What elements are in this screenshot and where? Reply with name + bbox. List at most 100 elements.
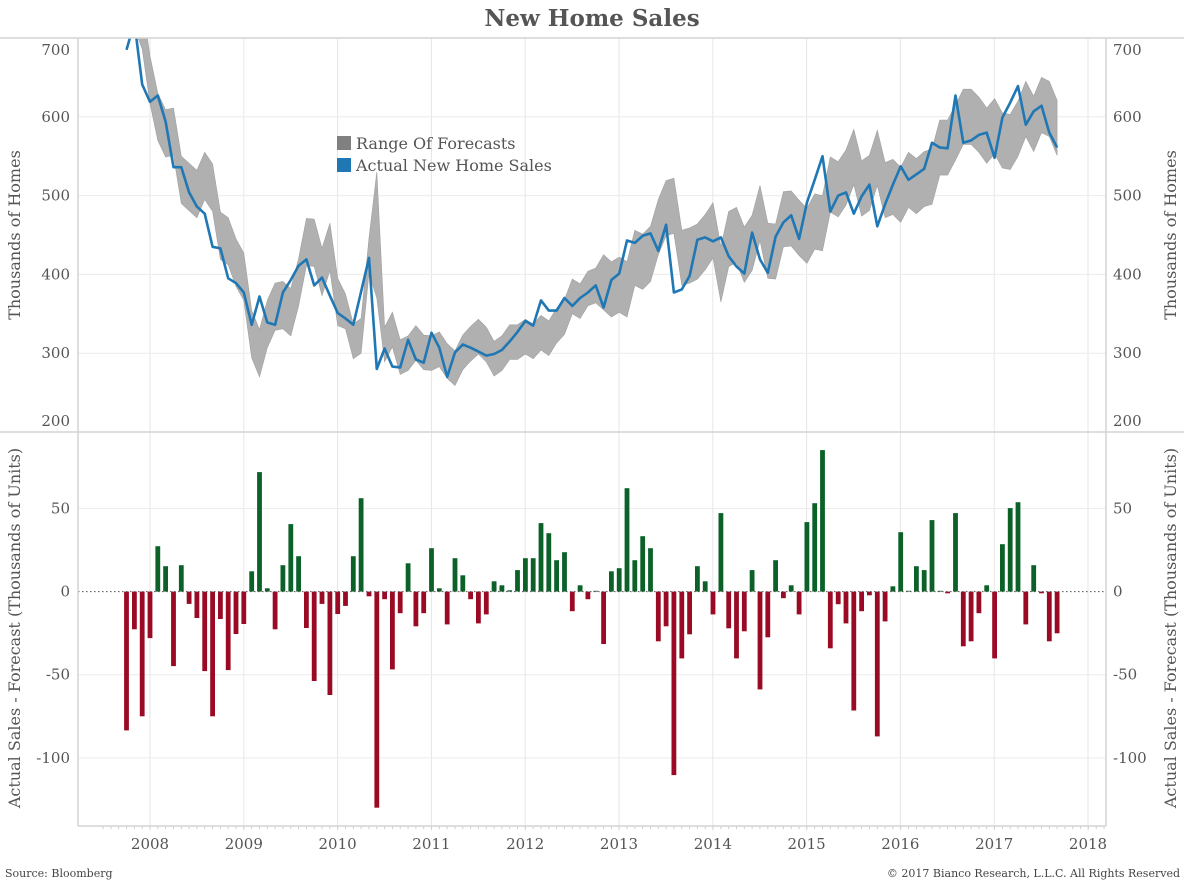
top-left-y-tick: 700 — [41, 41, 70, 59]
negative-surprise-bar — [327, 591, 333, 695]
negative-surprise-bar — [663, 591, 669, 627]
negative-surprise-bar — [202, 591, 208, 672]
x-tick-label: 2017 — [975, 835, 1013, 853]
positive-surprise-bar — [429, 548, 434, 592]
negative-surprise-bar — [687, 591, 692, 635]
top-right-y-tick: 700 — [1113, 41, 1142, 59]
positive-surprise-bar — [773, 560, 778, 592]
negative-surprise-bar — [734, 591, 739, 659]
positive-surprise-bar — [718, 513, 724, 592]
negative-surprise-bar — [241, 591, 247, 624]
legend: Range Of Forecasts Actual New Home Sales — [337, 134, 552, 175]
x-tick-label: 2009 — [225, 835, 263, 853]
forecast-range-layer — [137, 38, 1058, 386]
negative-surprise-bar — [585, 591, 591, 600]
positive-surprise-bar — [460, 575, 466, 592]
negative-surprise-bar — [366, 591, 372, 597]
positive-surprise-bar — [523, 558, 528, 592]
x-tick-label: 2018 — [1069, 835, 1107, 853]
bottom-right-y-tick: -100 — [1113, 749, 1147, 767]
negative-surprise-bar — [1039, 591, 1044, 594]
positive-surprise-bar — [452, 558, 458, 592]
negative-surprise-bar — [171, 591, 176, 667]
x-tick-label: 2013 — [600, 835, 638, 853]
negative-surprise-bar — [476, 591, 481, 624]
top-right-y-tick: 600 — [1113, 108, 1142, 126]
positive-surprise-bar — [616, 568, 622, 592]
bottom-right-y-tick: -50 — [1113, 666, 1137, 684]
positive-surprise-bar — [163, 566, 168, 592]
top-right-y-tick: 500 — [1113, 187, 1142, 205]
negative-surprise-bar — [186, 591, 192, 604]
plot-frame — [0, 37, 1184, 827]
positive-surprise-bar — [515, 570, 520, 592]
positive-surprise-bar — [264, 588, 270, 592]
negative-surprise-bar — [343, 591, 348, 606]
top-left-y-tick: 400 — [41, 265, 70, 283]
negative-surprise-bar — [483, 591, 489, 615]
negative-surprise-bar — [444, 591, 450, 625]
positive-surprise-bar — [257, 472, 262, 592]
negative-surprise-bar — [335, 591, 341, 614]
copyright-note: © 2017 Bianco Research, L.L.C. All Right… — [887, 867, 1180, 880]
positive-surprise-bar — [953, 513, 958, 592]
negative-surprise-bar — [867, 591, 872, 596]
negative-surprise-bar — [382, 591, 387, 600]
legend-label-range: Range Of Forecasts — [356, 134, 516, 153]
x-tick-label: 2012 — [506, 835, 544, 853]
top-left-axis-title: Thousands of Homes — [5, 150, 24, 320]
negative-surprise-bar — [390, 591, 395, 670]
bottom-left-y-tick: -100 — [36, 749, 70, 767]
negative-surprise-bar — [233, 591, 239, 634]
top-left-y-tick: 600 — [41, 108, 70, 126]
bottom-left-y-tick: 50 — [51, 499, 70, 517]
tick-labels: 2008 2009 2010 2011 2012 2013 2014 2015 2016 2017… — [36, 41, 1146, 853]
x-tick-label: 2010 — [319, 835, 357, 853]
negative-surprise-bar — [374, 591, 380, 808]
positive-surprise-bar — [937, 590, 943, 592]
negative-surprise-bar — [124, 591, 129, 731]
positive-surprise-bar — [288, 524, 294, 592]
negative-surprise-bar — [827, 591, 833, 649]
negative-surprise-bar — [397, 591, 403, 614]
source-note: Source: Bloomberg — [5, 867, 113, 880]
negative-surprise-bar — [710, 591, 716, 615]
top-left-y-tick: 200 — [41, 412, 70, 430]
surprise-bars-layer — [124, 450, 1060, 808]
negative-surprise-bar — [139, 591, 145, 717]
positive-surprise-bar — [648, 548, 653, 592]
legend-label-actual: Actual New Home Sales — [355, 156, 552, 175]
top-left-y-tick: 300 — [41, 344, 70, 362]
top-right-y-tick: 200 — [1113, 412, 1142, 430]
top-right-y-tick: 400 — [1113, 265, 1142, 283]
negative-surprise-bar — [859, 591, 864, 612]
negative-surprise-bar — [874, 591, 880, 737]
positive-surprise-bar — [405, 563, 411, 592]
negative-surprise-bar — [765, 591, 771, 638]
positive-surprise-bar — [640, 536, 646, 592]
positive-surprise-bar — [350, 556, 356, 592]
negative-surprise-bar — [781, 591, 786, 599]
actual-sales-line — [125, 38, 1059, 379]
positive-surprise-bar — [609, 571, 614, 592]
negative-surprise-bar — [1054, 591, 1060, 634]
positive-surprise-bar — [538, 523, 544, 592]
actual-sales-layer — [125, 38, 1059, 379]
positive-surprise-bar — [296, 556, 301, 592]
negative-surprise-bar — [992, 591, 997, 659]
negative-surprise-bar — [655, 591, 661, 642]
negative-surprise-bar — [796, 591, 802, 615]
positive-surprise-bar — [921, 570, 927, 592]
negative-surprise-bar — [272, 591, 278, 630]
positive-surprise-bar — [624, 488, 630, 592]
negative-surprise-bar — [1046, 591, 1052, 642]
positive-surprise-bar — [632, 560, 638, 592]
chart-title: New Home Sales — [484, 5, 699, 32]
negative-surprise-bar — [835, 591, 841, 605]
positive-surprise-bar — [436, 588, 442, 592]
negative-surprise-bar — [601, 591, 606, 644]
negative-surprise-bar — [976, 591, 982, 614]
negative-surprise-bar — [757, 591, 763, 690]
x-tick-label: 2008 — [131, 835, 169, 853]
